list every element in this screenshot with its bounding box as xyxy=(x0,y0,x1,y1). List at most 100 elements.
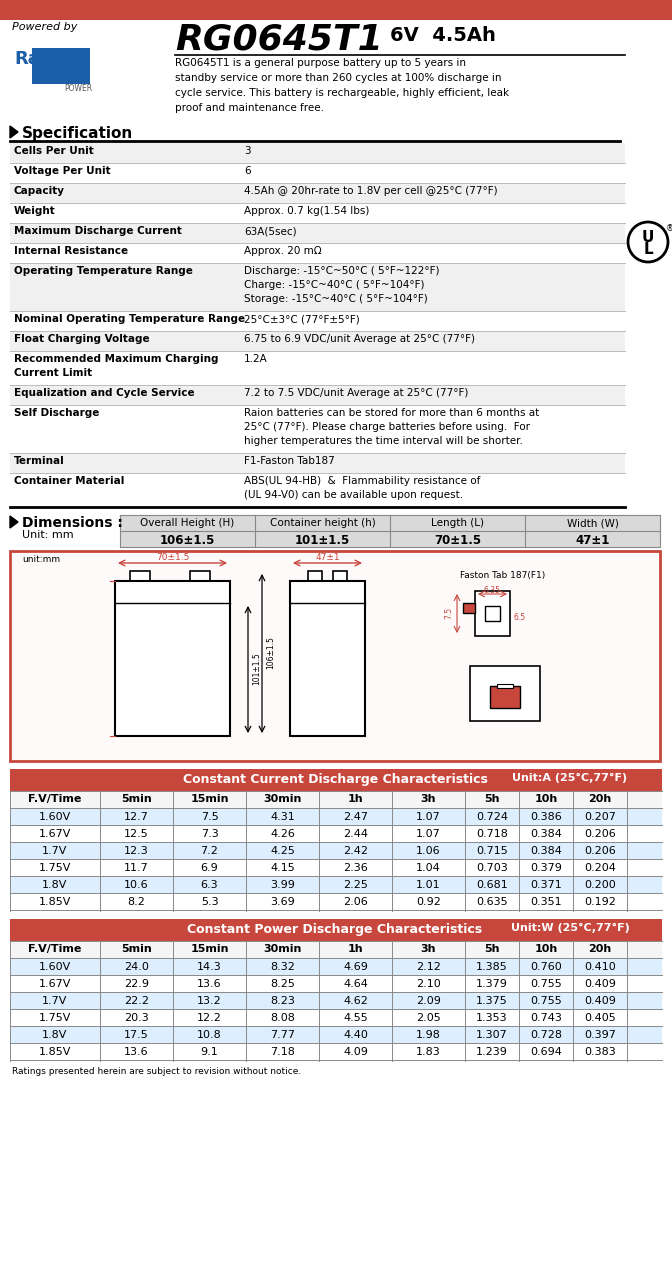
Text: 4.15: 4.15 xyxy=(270,863,295,873)
Text: 2.12: 2.12 xyxy=(416,963,441,972)
Text: 10h: 10h xyxy=(534,794,558,804)
Text: Length (L): Length (L) xyxy=(431,518,484,527)
Bar xyxy=(10,893,662,911)
Text: Weight: Weight xyxy=(14,206,56,216)
Text: 15min: 15min xyxy=(190,794,228,804)
Text: Internal Resistance: Internal Resistance xyxy=(14,246,128,256)
Text: standby service or more than 260 cycles at 100% discharge in: standby service or more than 260 cycles … xyxy=(175,73,501,83)
Bar xyxy=(10,262,625,311)
Text: 0.200: 0.200 xyxy=(584,881,616,890)
Text: 10h: 10h xyxy=(534,945,558,954)
Bar xyxy=(10,183,625,204)
Text: 6.9: 6.9 xyxy=(201,863,218,873)
Text: Equalization and Cycle Service: Equalization and Cycle Service xyxy=(14,388,195,398)
Bar xyxy=(120,515,660,531)
Bar xyxy=(10,860,662,877)
Text: 2.44: 2.44 xyxy=(343,829,368,838)
Text: Specification: Specification xyxy=(22,125,133,141)
Bar xyxy=(10,993,662,1010)
Text: 2.42: 2.42 xyxy=(343,846,368,856)
Text: 2.09: 2.09 xyxy=(416,996,441,1006)
Text: 12.2: 12.2 xyxy=(197,1012,222,1023)
Text: 1h: 1h xyxy=(347,794,364,804)
Text: 7.77: 7.77 xyxy=(270,1030,295,1039)
Text: 1.06: 1.06 xyxy=(416,846,441,856)
Bar xyxy=(10,453,625,474)
Text: 8.2: 8.2 xyxy=(128,897,145,908)
Text: 0.351: 0.351 xyxy=(530,897,562,908)
Text: 2.47: 2.47 xyxy=(343,812,368,822)
Text: Container height (h): Container height (h) xyxy=(269,518,376,527)
Text: 0.760: 0.760 xyxy=(530,963,562,972)
Text: Terminal: Terminal xyxy=(14,456,65,466)
Text: 0.206: 0.206 xyxy=(584,829,616,838)
Text: RG0645T1: RG0645T1 xyxy=(175,22,383,56)
Bar xyxy=(10,877,662,893)
Bar xyxy=(10,311,625,332)
Text: Float Charging Voltage: Float Charging Voltage xyxy=(14,334,150,344)
Text: Storage: -15°C~40°C ( 5°F~104°F): Storage: -15°C~40°C ( 5°F~104°F) xyxy=(244,294,428,303)
Text: 5h: 5h xyxy=(485,945,500,954)
Text: 0.703: 0.703 xyxy=(476,863,508,873)
Text: 1.7V: 1.7V xyxy=(42,996,68,1006)
Text: (UL 94-V0) can be available upon request.: (UL 94-V0) can be available upon request… xyxy=(244,490,463,500)
Text: Overall Height (H): Overall Height (H) xyxy=(140,518,235,527)
Text: 106±1.5: 106±1.5 xyxy=(160,534,215,547)
Text: 0.384: 0.384 xyxy=(530,829,562,838)
Text: 6: 6 xyxy=(244,166,251,175)
Bar xyxy=(12,38,102,93)
Text: 1.85V: 1.85V xyxy=(39,1047,71,1057)
Text: Constant Current Discharge Characteristics: Constant Current Discharge Characteristi… xyxy=(183,773,487,786)
Text: 1.75V: 1.75V xyxy=(39,1012,71,1023)
Text: Voltage Per Unit: Voltage Per Unit xyxy=(14,166,111,175)
Text: 17.5: 17.5 xyxy=(124,1030,149,1039)
Text: 101±1.5: 101±1.5 xyxy=(252,653,261,685)
Text: 20.3: 20.3 xyxy=(124,1012,149,1023)
Text: 13.2: 13.2 xyxy=(197,996,222,1006)
Text: 2.25: 2.25 xyxy=(343,881,368,890)
Text: 25°C (77°F). Please charge batteries before using.  For: 25°C (77°F). Please charge batteries bef… xyxy=(244,422,530,431)
Text: Width (W): Width (W) xyxy=(566,518,618,527)
Text: 70±1.5: 70±1.5 xyxy=(156,553,190,562)
Text: 20h: 20h xyxy=(589,794,612,804)
Text: 30min: 30min xyxy=(263,794,302,804)
Bar xyxy=(10,1044,662,1061)
Text: 15min: 15min xyxy=(190,945,228,954)
Text: 30min: 30min xyxy=(263,945,302,954)
Text: RG0645T1 is a general purpose battery up to 5 years in: RG0645T1 is a general purpose battery up… xyxy=(175,58,466,68)
Text: Dimensions :: Dimensions : xyxy=(22,516,123,530)
Text: 1.7V: 1.7V xyxy=(42,846,68,856)
Text: 0.728: 0.728 xyxy=(530,1030,562,1039)
Bar xyxy=(10,143,625,163)
Text: U: U xyxy=(642,230,654,244)
Text: 7.5: 7.5 xyxy=(444,607,453,620)
Text: Constant Power Discharge Characteristics: Constant Power Discharge Characteristics xyxy=(187,923,482,936)
Text: Powered by: Powered by xyxy=(12,22,77,32)
Text: 11.7: 11.7 xyxy=(124,863,149,873)
Bar xyxy=(120,531,660,547)
Text: 3h: 3h xyxy=(421,794,436,804)
Text: 1.07: 1.07 xyxy=(416,812,441,822)
Bar xyxy=(32,47,90,84)
Text: Recommended Maximum Charging: Recommended Maximum Charging xyxy=(14,355,218,364)
Text: 2.05: 2.05 xyxy=(416,1012,441,1023)
Text: 106±1.5: 106±1.5 xyxy=(266,636,275,669)
Text: 9.1: 9.1 xyxy=(201,1047,218,1057)
Text: Raion: Raion xyxy=(14,50,71,68)
Text: 1.04: 1.04 xyxy=(416,863,441,873)
Text: 1.379: 1.379 xyxy=(476,979,508,989)
Text: 1.07: 1.07 xyxy=(416,829,441,838)
Text: 1.75V: 1.75V xyxy=(39,863,71,873)
Text: ABS(UL 94-HB)  &  Flammability resistance of: ABS(UL 94-HB) & Flammability resistance … xyxy=(244,476,480,486)
Text: 0.384: 0.384 xyxy=(530,846,562,856)
Text: F1-Faston Tab187: F1-Faston Tab187 xyxy=(244,456,335,466)
Text: 7.2 to 7.5 VDC/unit Average at 25°C (77°F): 7.2 to 7.5 VDC/unit Average at 25°C (77°… xyxy=(244,388,468,398)
Text: 10.6: 10.6 xyxy=(124,881,149,890)
Text: 8.23: 8.23 xyxy=(270,996,295,1006)
Text: Faston Tab 187(F1): Faston Tab 187(F1) xyxy=(460,571,545,580)
Text: 1h: 1h xyxy=(347,945,364,954)
Text: 25°C±3°C (77°F±5°F): 25°C±3°C (77°F±5°F) xyxy=(244,314,360,324)
Text: 1.385: 1.385 xyxy=(476,963,508,972)
Bar xyxy=(485,605,500,621)
Bar xyxy=(333,571,347,581)
